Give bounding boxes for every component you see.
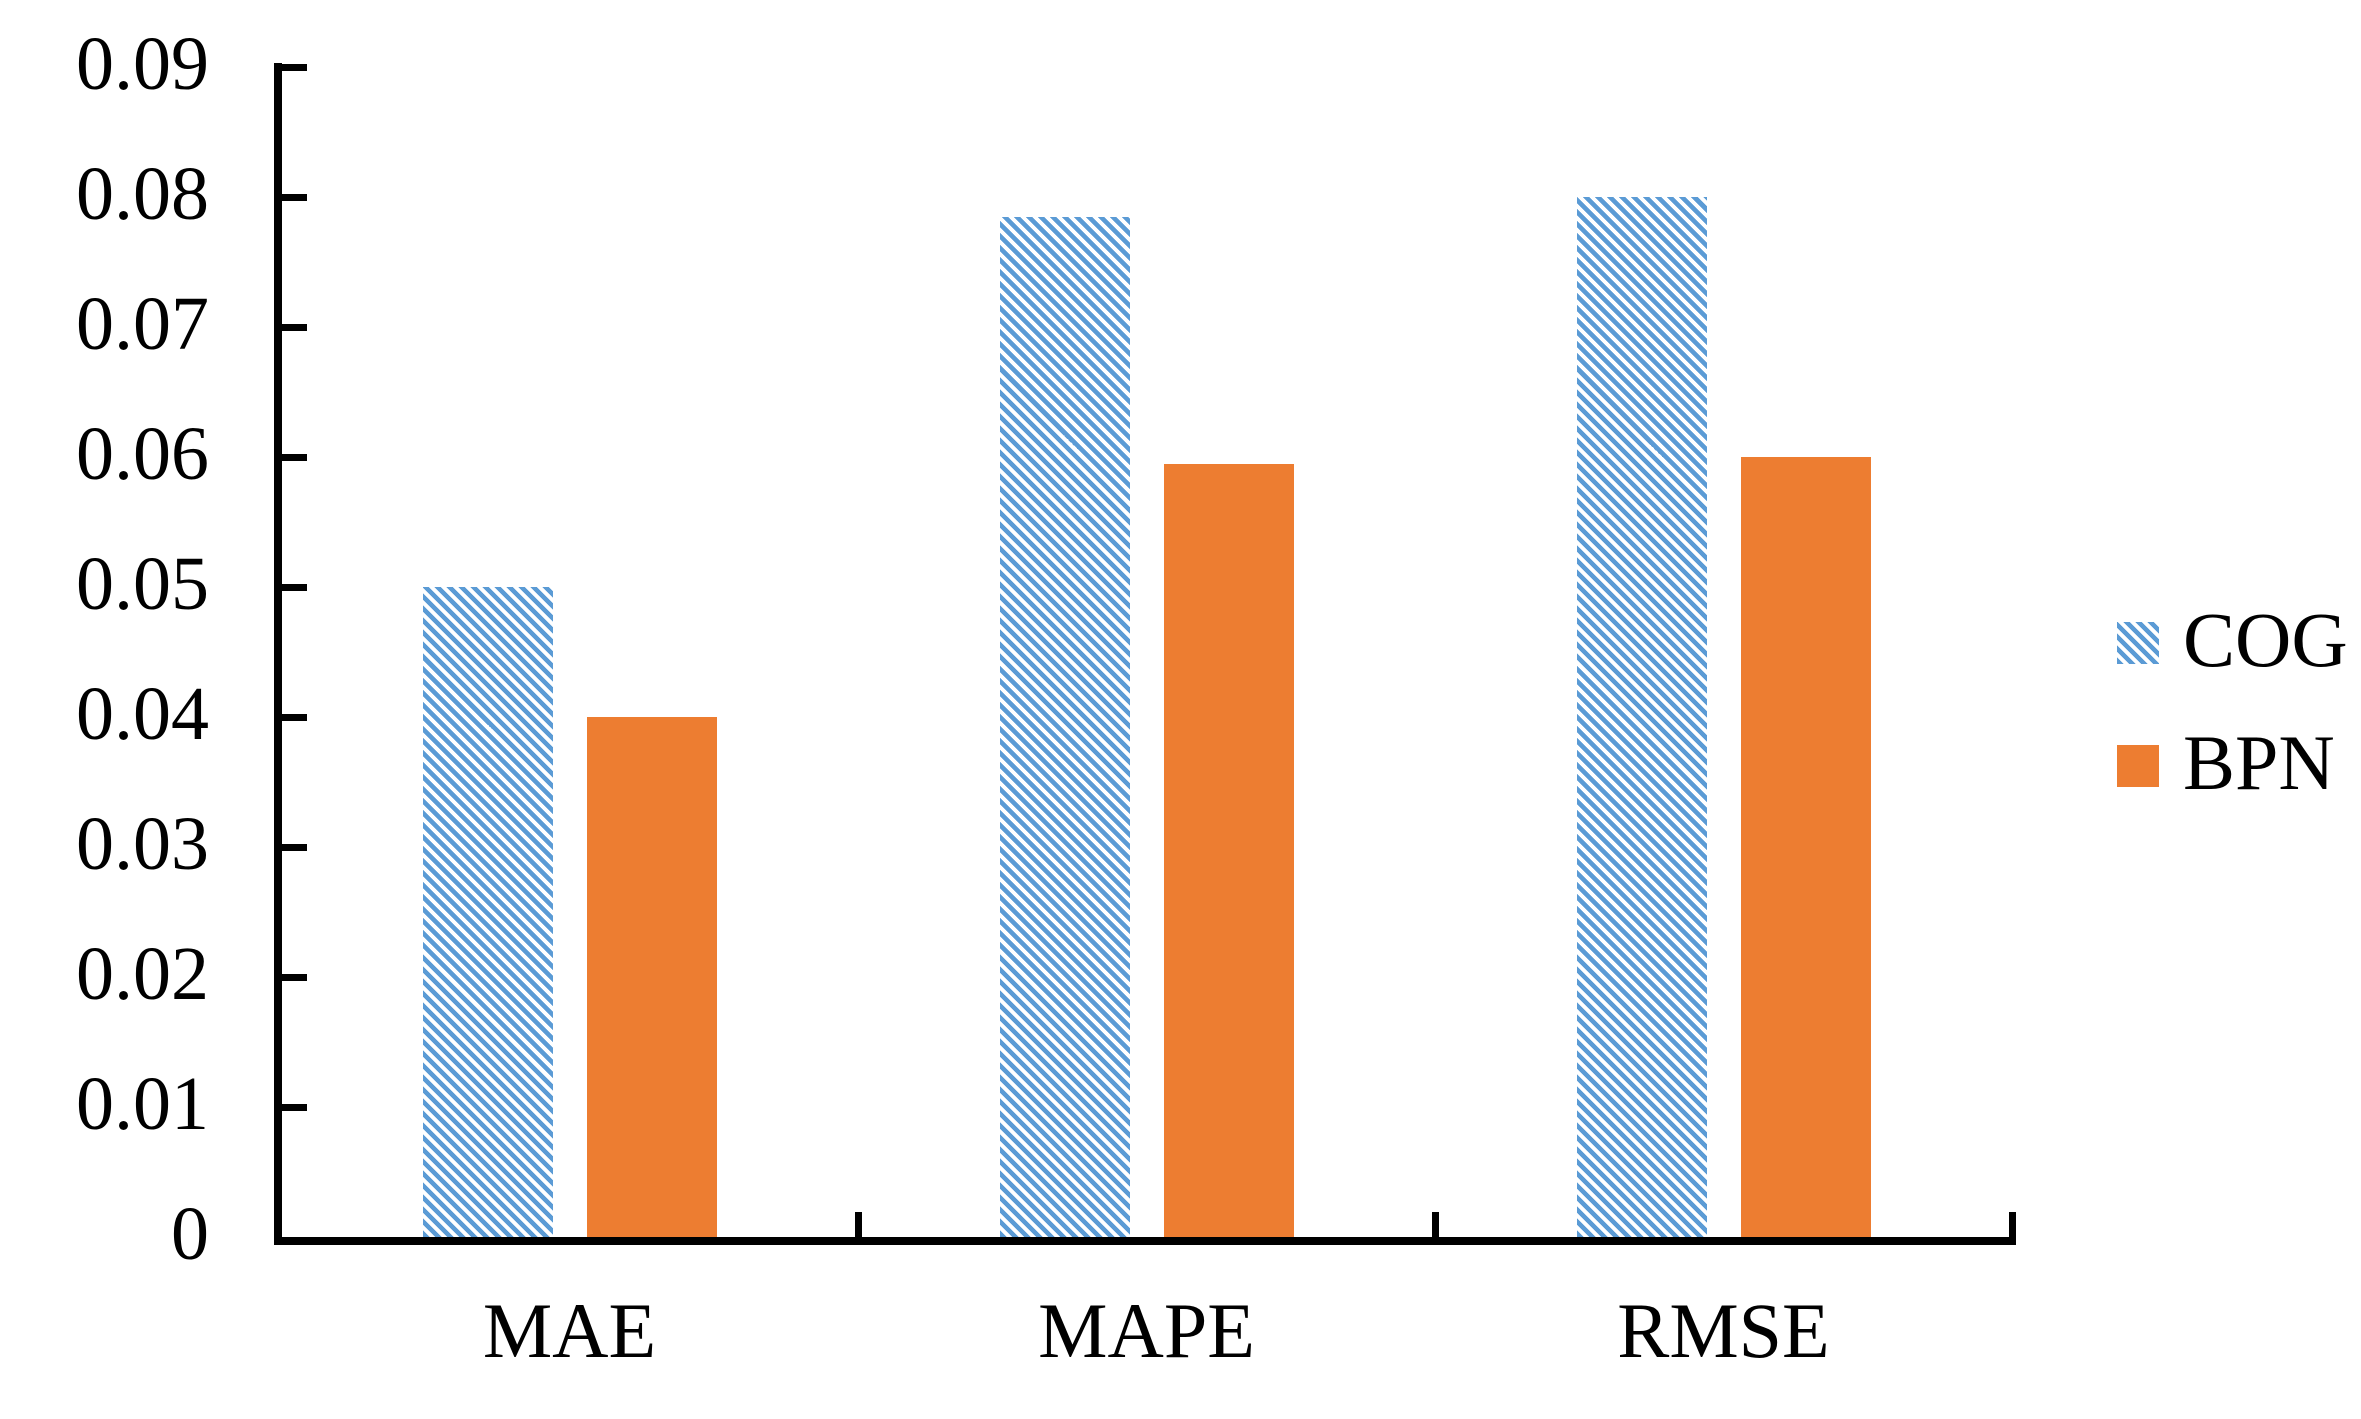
bar-bpn-rmse bbox=[1740, 457, 1871, 1237]
bar-cog-mae bbox=[422, 587, 553, 1237]
category-label: MAPE bbox=[1038, 1287, 1255, 1374]
y-axis-tick bbox=[282, 1103, 307, 1111]
y-tick-label: 0.06 bbox=[76, 411, 209, 496]
y-axis-tick bbox=[282, 193, 307, 201]
bar-bpn-mape bbox=[1163, 463, 1294, 1237]
legend-swatch-bpn bbox=[2117, 745, 2159, 787]
x-axis-tick bbox=[854, 1212, 862, 1237]
y-axis-tick bbox=[282, 973, 307, 981]
x-axis bbox=[274, 1237, 2016, 1245]
y-tick-label: 0.05 bbox=[76, 541, 209, 626]
legend-label-bpn: BPN bbox=[2183, 718, 2335, 806]
category-label: MAE bbox=[482, 1287, 657, 1374]
y-axis bbox=[274, 63, 282, 1245]
y-tick-label: 0.08 bbox=[76, 151, 209, 236]
y-axis-tick bbox=[282, 843, 307, 851]
y-axis-tick bbox=[282, 323, 307, 331]
bar-bpn-mae bbox=[586, 717, 717, 1237]
x-axis-tick bbox=[2008, 1212, 2016, 1237]
x-axis-tick bbox=[1431, 1212, 1439, 1237]
y-tick-label: 0.04 bbox=[76, 671, 209, 756]
y-axis-tick bbox=[282, 453, 307, 461]
y-axis-tick bbox=[282, 583, 307, 591]
y-axis-tick bbox=[282, 63, 307, 71]
y-tick-label: 0.01 bbox=[76, 1061, 209, 1146]
bar-cog-rmse bbox=[1576, 197, 1707, 1237]
y-tick-label: 0.09 bbox=[76, 21, 209, 106]
legend-swatch-cog bbox=[2117, 622, 2159, 664]
bar-cog-mape bbox=[999, 216, 1130, 1237]
y-axis-tick bbox=[282, 713, 307, 721]
y-tick-label: 0.02 bbox=[76, 931, 209, 1016]
y-tick-label: 0.03 bbox=[76, 801, 209, 886]
y-tick-label: 0.07 bbox=[76, 281, 209, 366]
legend-label-cog: COG bbox=[2183, 595, 2348, 683]
y-tick-label: 0 bbox=[171, 1191, 209, 1276]
category-label: RMSE bbox=[1617, 1287, 1830, 1374]
